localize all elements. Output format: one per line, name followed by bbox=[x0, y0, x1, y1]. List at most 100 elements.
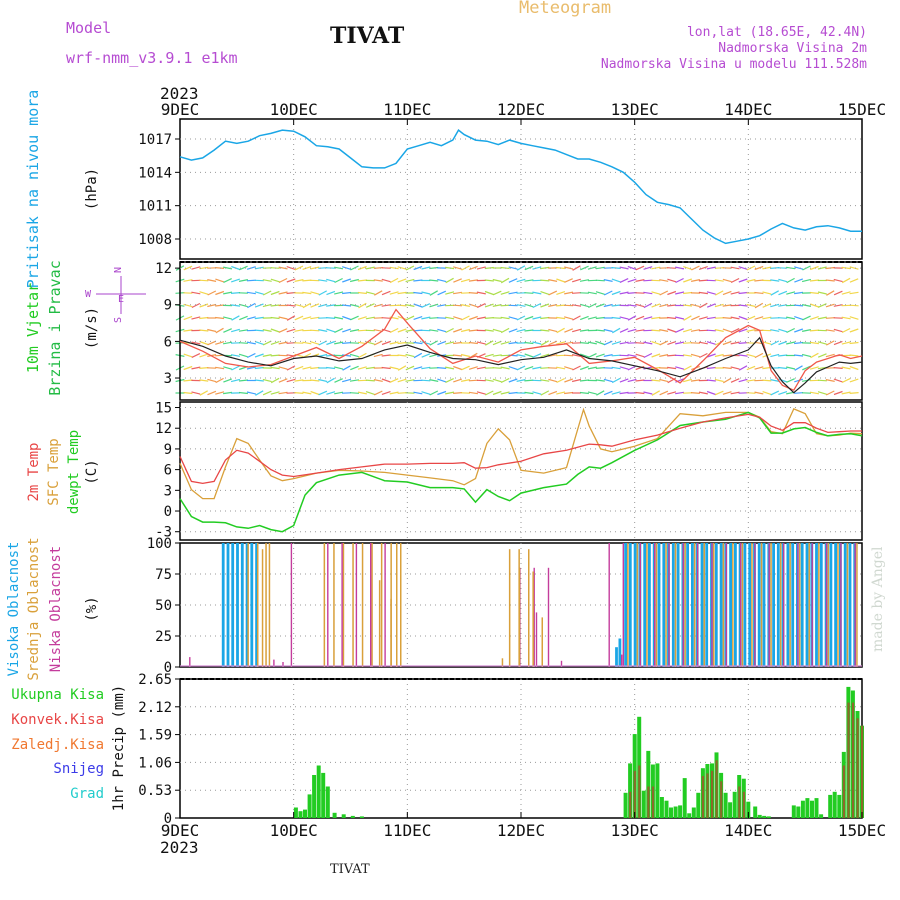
wind-arrow bbox=[564, 378, 574, 383]
wind-arrow bbox=[667, 391, 677, 395]
wind-arrow bbox=[643, 352, 653, 359]
precip-total-bar bbox=[664, 800, 669, 818]
precip-convective-bar bbox=[706, 773, 709, 818]
temp-title-2m: 2m Temp bbox=[26, 442, 42, 501]
wind-arrow bbox=[611, 278, 621, 283]
wind-arrow bbox=[262, 329, 272, 332]
wind-arrow bbox=[460, 304, 471, 307]
wind-arrow bbox=[659, 329, 669, 332]
wind-arrow bbox=[556, 377, 565, 384]
wind-arrow bbox=[397, 316, 407, 320]
wind-arrow bbox=[254, 379, 264, 382]
wind-arrow bbox=[730, 366, 740, 370]
wind-arrow bbox=[579, 379, 589, 382]
wind-arrow bbox=[357, 291, 367, 295]
wind-arrow bbox=[564, 391, 574, 395]
wind-arrow bbox=[239, 265, 248, 271]
y-tick-label: 1.06 bbox=[138, 755, 172, 771]
wind-arrow bbox=[556, 327, 565, 334]
wind-arrow bbox=[587, 391, 597, 395]
wind-arrow bbox=[627, 315, 637, 321]
cloud-low-bar bbox=[854, 543, 856, 667]
wind-arrow bbox=[492, 290, 502, 296]
wind-arrow bbox=[350, 365, 359, 371]
wind-arrow bbox=[849, 316, 859, 320]
cloud-high-bar bbox=[714, 543, 718, 667]
wind-arrow bbox=[762, 266, 772, 270]
wind-arrow bbox=[310, 329, 320, 332]
wind-arrow bbox=[437, 304, 447, 307]
wind-arrow bbox=[350, 265, 359, 271]
wind-arrow bbox=[389, 327, 399, 334]
precip-convective-bar bbox=[647, 786, 650, 818]
cloud-mid-bar bbox=[684, 543, 686, 667]
wind-arrow bbox=[500, 391, 510, 395]
wind-arrow bbox=[580, 365, 589, 371]
wind-arrow bbox=[643, 366, 653, 370]
wind-arrow bbox=[342, 378, 352, 383]
wind-arrow bbox=[246, 341, 256, 345]
wind-arrow bbox=[476, 391, 486, 395]
wind-arrow bbox=[484, 279, 494, 282]
wind-arrow bbox=[326, 290, 336, 296]
wind-arrow bbox=[778, 366, 788, 370]
wind-arrow bbox=[826, 290, 835, 296]
wind-arrow bbox=[635, 279, 645, 282]
wind-arrow bbox=[381, 366, 391, 370]
wind-arrow bbox=[349, 392, 360, 394]
y-tick-label: 0 bbox=[164, 660, 172, 676]
precip-legend-4: Grad bbox=[70, 786, 104, 802]
wind-arrow bbox=[286, 328, 296, 333]
wind-arrow bbox=[397, 354, 407, 357]
wind-arrow bbox=[611, 304, 621, 307]
wind-arrow bbox=[714, 329, 724, 332]
wind-arrow bbox=[310, 341, 320, 345]
y-tick-label: 2.12 bbox=[138, 700, 172, 716]
wind-arrow bbox=[508, 378, 518, 383]
wind-arrow bbox=[199, 279, 209, 282]
wind-arrow bbox=[706, 316, 716, 320]
wind-arrow bbox=[849, 328, 859, 333]
wind-arrow bbox=[373, 303, 383, 308]
wind-arrow bbox=[373, 379, 383, 382]
wind-arrow bbox=[421, 316, 431, 320]
wind-arrow bbox=[484, 266, 494, 270]
wind-arrow bbox=[738, 304, 748, 307]
cloud-mid-bar bbox=[378, 580, 381, 667]
time-label-bottom: 12DEC bbox=[497, 821, 545, 840]
cloud-high-bar bbox=[762, 543, 766, 667]
wind-arrow bbox=[683, 354, 693, 357]
wind-arrow bbox=[429, 340, 438, 346]
wind-arrow bbox=[207, 303, 217, 308]
wind-arrow bbox=[580, 353, 589, 358]
precip-total-bar bbox=[316, 765, 321, 818]
wind-gust-line bbox=[179, 308, 863, 392]
wind-arrow bbox=[492, 367, 502, 369]
precip-legend-3: Snijeg bbox=[53, 761, 104, 777]
wind-arrow bbox=[762, 391, 772, 395]
wind-arrow bbox=[421, 379, 431, 382]
cloud-low-bar bbox=[370, 543, 372, 667]
wind-arrow bbox=[738, 266, 748, 270]
wind-arrow bbox=[294, 379, 304, 382]
wind-arrow bbox=[223, 316, 233, 320]
wind-arrow bbox=[500, 304, 510, 307]
wind-arrow bbox=[397, 291, 407, 295]
wind-arrow bbox=[413, 366, 423, 370]
wind-arrow bbox=[833, 304, 843, 307]
wind-arrow bbox=[714, 378, 724, 383]
wind-arrow bbox=[579, 279, 590, 282]
wind-arrow bbox=[794, 354, 804, 357]
wind-arrow bbox=[484, 303, 494, 308]
wind-arrow bbox=[445, 341, 455, 345]
cloud-mid-bar bbox=[247, 543, 249, 667]
cloud-high-bar bbox=[705, 543, 709, 667]
cloud-low-bar bbox=[639, 543, 641, 667]
y-tick-label: 1008 bbox=[138, 232, 172, 248]
wind-arrow bbox=[619, 341, 629, 345]
wind-arrow bbox=[540, 329, 550, 332]
wind-arrow bbox=[587, 366, 597, 370]
cloud-low-bar bbox=[711, 543, 713, 667]
time-label-top: 14DEC bbox=[724, 100, 772, 119]
cloud-high-bar bbox=[236, 543, 239, 667]
